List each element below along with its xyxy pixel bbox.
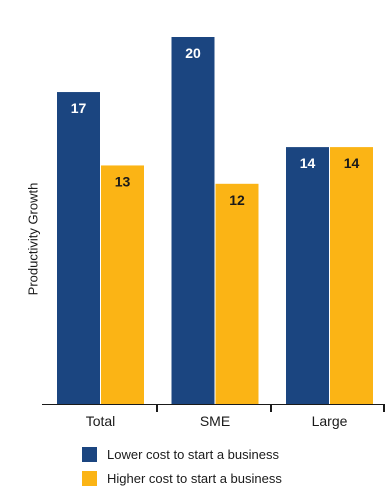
x-axis — [42, 404, 385, 412]
bar-sme-higher-cost — [215, 183, 259, 404]
value-label-large-lower-cost: 14 — [300, 155, 316, 171]
legend: Lower cost to start a business Higher co… — [82, 442, 282, 490]
bars-group — [57, 37, 373, 405]
bar-sme-lower-cost — [171, 37, 215, 404]
value-label-total-lower-cost: 17 — [71, 100, 87, 116]
value-label-large-higher-cost: 14 — [344, 155, 360, 171]
bar-large-lower-cost — [286, 147, 329, 404]
bar-total-higher-cost — [101, 165, 144, 404]
legend-item-lower-cost: Lower cost to start a business — [82, 442, 282, 466]
category-labels-group: Total SME Large — [86, 413, 348, 429]
value-label-total-higher-cost: 13 — [115, 173, 131, 189]
legend-swatch-higher-cost — [82, 470, 97, 486]
legend-swatch-lower-cost — [82, 446, 97, 462]
bar-large-higher-cost — [330, 147, 373, 404]
category-label-large: Large — [312, 413, 348, 429]
value-label-sme-higher-cost: 12 — [229, 192, 245, 208]
legend-item-higher-cost: Higher cost to start a business — [82, 466, 282, 490]
value-label-sme-lower-cost: 20 — [185, 45, 201, 61]
bar-total-lower-cost — [57, 92, 100, 405]
category-label-total: Total — [86, 413, 116, 429]
legend-label-lower-cost: Lower cost to start a business — [107, 446, 279, 462]
legend-label-higher-cost: Higher cost to start a business — [107, 470, 282, 486]
category-label-sme: SME — [200, 413, 230, 429]
value-labels-group: 17 13 20 12 14 14 — [71, 45, 360, 208]
